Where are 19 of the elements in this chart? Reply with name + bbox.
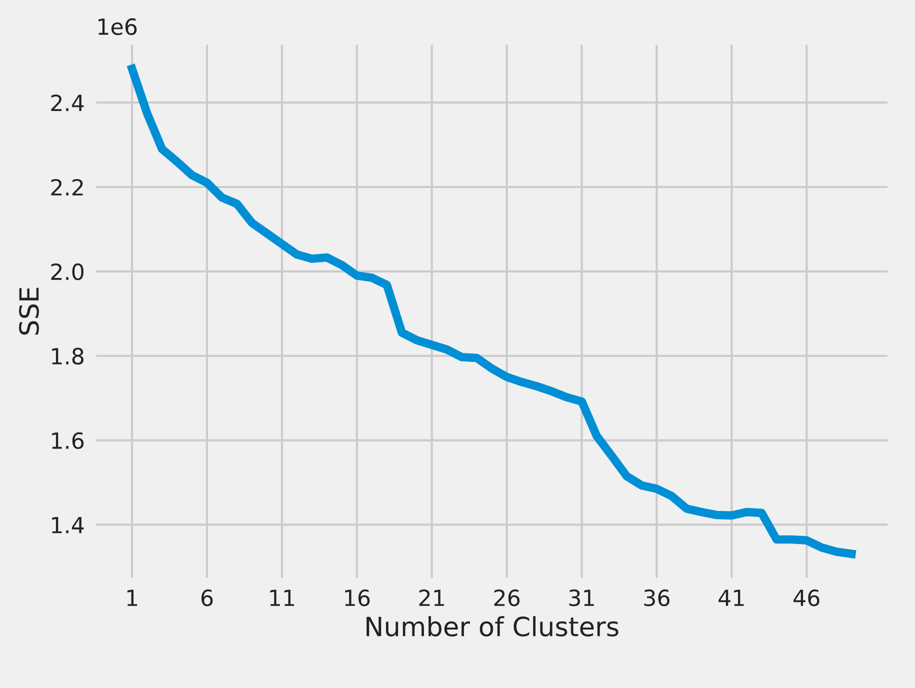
x-tick-label: 36 [644,589,670,606]
y-tick-label: 1.6 [52,432,84,450]
x-tick-label: 1 [127,590,138,606]
x-tick-label: 6 [201,589,213,606]
x-tick-label: 46 [794,589,820,606]
y-tick-label: 2.0 [51,263,84,280]
x-tick-label: 41 [718,590,744,606]
x-tick-label: 16 [345,589,370,606]
x-tick-label: 26 [494,589,520,606]
x-axis-title: Number of Clusters [366,616,618,637]
text: 1e6 [98,18,137,36]
y-tick-label: 2.2 [51,178,83,196]
x-tick-label: 11 [270,590,294,606]
y-tick-label: 1.4 [52,516,84,534]
y-tick-label: 2.4 [51,94,84,111]
y-axis-title: SSE [18,288,39,335]
x-tick-label: 31 [569,589,594,606]
x-tick-label: 21 [419,589,444,606]
y-tick-label: 1.8 [52,348,84,365]
